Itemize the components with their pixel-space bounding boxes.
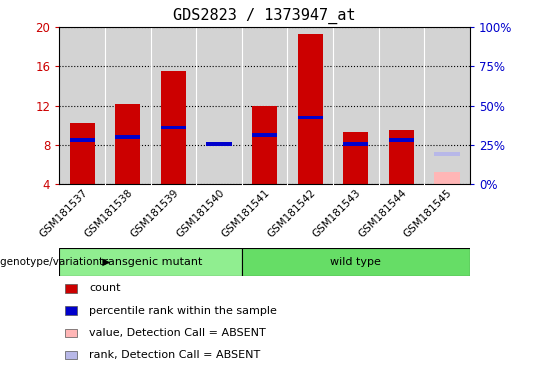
Text: percentile rank within the sample: percentile rank within the sample <box>89 306 277 316</box>
Text: GSM181537: GSM181537 <box>37 187 89 239</box>
Text: GSM181539: GSM181539 <box>129 187 180 239</box>
Bar <box>435 172 460 184</box>
Bar <box>206 142 232 146</box>
Bar <box>389 138 414 142</box>
Text: count: count <box>89 283 120 293</box>
Text: GSM181545: GSM181545 <box>402 187 454 239</box>
Text: rank, Detection Call = ABSENT: rank, Detection Call = ABSENT <box>89 350 260 360</box>
Text: GSM181540: GSM181540 <box>174 187 226 239</box>
Text: GSM181542: GSM181542 <box>265 187 318 239</box>
Bar <box>161 71 186 184</box>
Text: genotype/variation ▶: genotype/variation ▶ <box>0 257 110 267</box>
Bar <box>115 104 140 184</box>
Bar <box>252 106 277 184</box>
Text: GSM181544: GSM181544 <box>356 187 408 239</box>
Bar <box>343 142 368 146</box>
Bar <box>435 152 460 156</box>
Text: value, Detection Call = ABSENT: value, Detection Call = ABSENT <box>89 328 266 338</box>
Title: GDS2823 / 1373947_at: GDS2823 / 1373947_at <box>173 8 356 24</box>
Bar <box>389 130 414 184</box>
Bar <box>298 116 323 119</box>
Bar <box>298 34 323 184</box>
Text: GSM181538: GSM181538 <box>83 187 135 239</box>
Bar <box>70 138 94 142</box>
Bar <box>343 132 368 184</box>
Bar <box>242 248 470 276</box>
Text: GSM181541: GSM181541 <box>220 187 272 239</box>
Text: GSM181543: GSM181543 <box>311 187 363 239</box>
Text: transgenic mutant: transgenic mutant <box>99 257 202 267</box>
Bar <box>59 248 242 276</box>
Bar <box>161 126 186 129</box>
Bar <box>70 123 94 184</box>
Text: wild type: wild type <box>330 257 381 267</box>
Bar <box>115 136 140 139</box>
Bar <box>252 133 277 137</box>
